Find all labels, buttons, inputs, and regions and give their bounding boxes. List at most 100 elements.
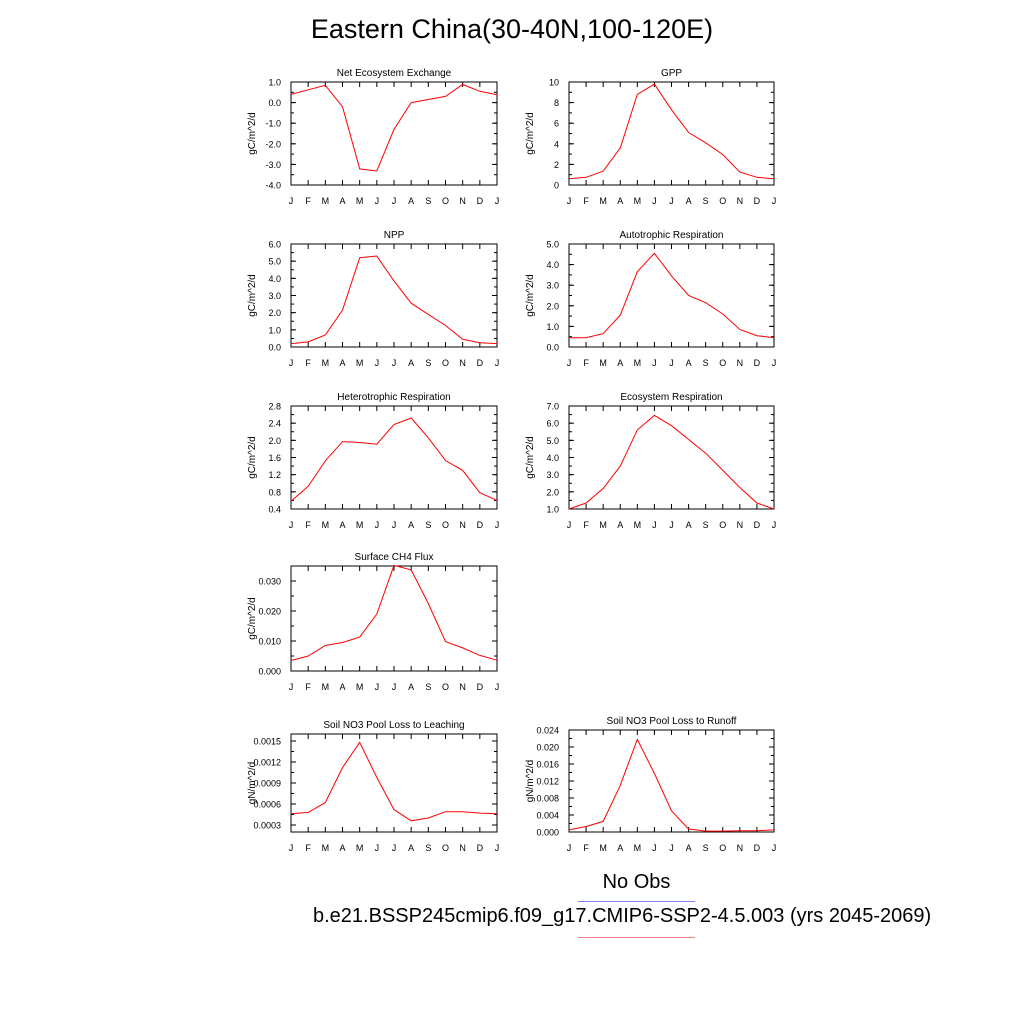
x-tick-label: O	[442, 843, 449, 853]
y-tick-label: -3.0	[265, 160, 281, 170]
y-tick-label: 5.0	[268, 257, 281, 267]
x-tick-label: A	[617, 843, 623, 853]
y-axis-label: gC/m^2/d	[247, 597, 258, 640]
x-tick-label: A	[617, 196, 623, 206]
y-axis-label: gC/m^2/d	[525, 274, 536, 317]
x-tick-label: S	[703, 196, 709, 206]
x-tick-label: D	[754, 843, 761, 853]
x-tick-label: F	[305, 358, 311, 368]
x-tick-label: D	[754, 358, 761, 368]
x-tick-label: N	[737, 358, 744, 368]
x-tick-label: J	[289, 358, 294, 368]
x-tick-label: S	[703, 843, 709, 853]
y-axis-label: gC/m^2/d	[247, 112, 258, 155]
y-tick-label: 2.0	[268, 436, 281, 446]
x-tick-label: M	[356, 682, 364, 692]
panel-title: Ecosystem Respiration	[620, 392, 722, 403]
x-tick-label: F	[583, 843, 589, 853]
x-tick-label: S	[425, 358, 431, 368]
x-tick-label: J	[772, 520, 777, 530]
y-tick-label: 1.0	[268, 325, 281, 335]
x-tick-label: N	[737, 520, 744, 530]
legend-model-line	[578, 937, 695, 938]
x-tick-label: S	[425, 843, 431, 853]
y-tick-label: 0.0	[546, 343, 559, 353]
plot-frame	[568, 243, 775, 348]
x-tick-label: J	[392, 520, 397, 530]
x-tick-label: F	[305, 520, 311, 530]
x-tick-label: J	[495, 682, 500, 692]
y-tick-label: 0.020	[258, 607, 281, 617]
x-tick-label: J	[392, 196, 397, 206]
y-tick-label: 3.0	[546, 470, 559, 480]
x-tick-label: A	[617, 520, 623, 530]
panel-title: Soil NO3 Pool Loss to Runoff	[607, 716, 737, 727]
panel-title: NPP	[384, 230, 405, 241]
x-tick-label: M	[322, 196, 330, 206]
x-tick-label: N	[459, 843, 466, 853]
x-tick-label: J	[495, 520, 500, 530]
x-tick-label: D	[477, 682, 484, 692]
y-tick-label: 0.010	[258, 637, 281, 647]
y-tick-label: 0	[554, 181, 559, 191]
y-tick-label: -4.0	[265, 181, 281, 191]
x-tick-label: A	[339, 196, 345, 206]
y-tick-label: 2.0	[546, 301, 559, 311]
x-tick-label: M	[322, 682, 330, 692]
y-tick-label: 0.0015	[253, 737, 281, 747]
panel-title: Net Ecosystem Exchange	[337, 68, 452, 79]
x-tick-label: N	[459, 682, 466, 692]
x-tick-label: J	[669, 520, 674, 530]
y-tick-label: 10	[549, 78, 559, 88]
x-tick-label: A	[686, 520, 692, 530]
x-tick-label: A	[408, 358, 414, 368]
x-tick-label: J	[289, 520, 294, 530]
x-tick-label: M	[356, 843, 364, 853]
x-tick-label: S	[703, 520, 709, 530]
x-tick-label: S	[703, 358, 709, 368]
x-tick-label: A	[408, 520, 414, 530]
y-tick-label: 4.0	[268, 274, 281, 284]
y-tick-label: 2	[554, 160, 559, 170]
x-tick-label: F	[583, 358, 589, 368]
x-tick-label: M	[322, 843, 330, 853]
panel-title: Heterotrophic Respiration	[337, 392, 450, 403]
x-tick-label: A	[408, 843, 414, 853]
y-axis-label: gC/m^2/d	[247, 274, 258, 317]
x-tick-label: S	[425, 520, 431, 530]
x-tick-label: D	[477, 843, 484, 853]
y-tick-label: -1.0	[265, 119, 281, 129]
x-tick-label: F	[305, 196, 311, 206]
x-tick-label: A	[339, 682, 345, 692]
series-line	[568, 738, 775, 832]
x-tick-label: J	[392, 843, 397, 853]
x-tick-label: D	[754, 196, 761, 206]
x-tick-label: J	[392, 682, 397, 692]
x-tick-label: A	[686, 843, 692, 853]
x-tick-label: D	[477, 196, 484, 206]
x-tick-label: O	[719, 843, 726, 853]
x-tick-label: O	[442, 196, 449, 206]
y-tick-label: 0.0	[268, 343, 281, 353]
x-tick-label: M	[322, 520, 330, 530]
x-tick-label: O	[719, 520, 726, 530]
x-tick-label: M	[634, 520, 642, 530]
x-tick-label: M	[599, 520, 607, 530]
x-tick-label: O	[442, 682, 449, 692]
y-tick-label: 2.0	[268, 308, 281, 318]
x-tick-label: J	[772, 843, 777, 853]
series-line	[290, 255, 498, 345]
y-tick-label: 0.016	[536, 760, 559, 770]
x-tick-label: J	[567, 520, 572, 530]
y-tick-label: 0.4	[268, 505, 281, 515]
y-tick-label: 1.0	[546, 322, 559, 332]
plot-frame	[290, 565, 498, 672]
x-tick-label: M	[356, 196, 364, 206]
y-tick-label: -2.0	[265, 139, 281, 149]
y-tick-label: 4.0	[546, 260, 559, 270]
y-tick-label: 2.0	[546, 487, 559, 497]
